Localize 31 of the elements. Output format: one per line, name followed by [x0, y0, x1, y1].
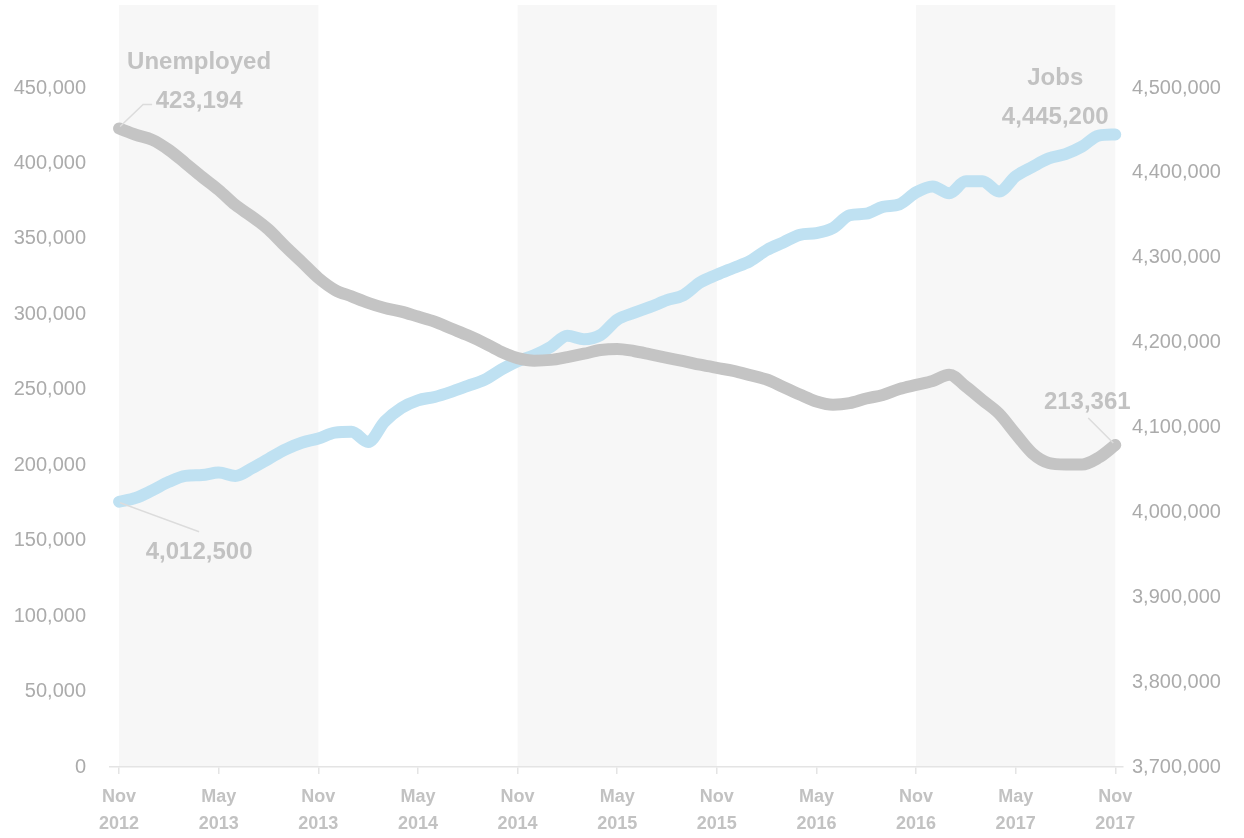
y2-tick-label: 4,300,000 [1132, 245, 1221, 268]
y-tick-label: 450,000 [13, 75, 86, 98]
y-tick-label: 250,000 [13, 377, 86, 400]
x-tick-label: May 2013 [198, 786, 239, 834]
y-tick-label: 300,000 [13, 301, 86, 324]
y2-tick-label: 4,500,000 [1132, 75, 1221, 98]
x-tick-label: Nov 2015 [696, 786, 737, 834]
y2-tick-label: 4,200,000 [1132, 330, 1221, 353]
y2-tick-label: 3,800,000 [1132, 669, 1221, 692]
y2-tick-label: 3,900,000 [1132, 584, 1221, 607]
y-tick-label: 0 [74, 754, 86, 777]
x-tick-label: May 2016 [796, 786, 837, 834]
x-tick-label: Nov 2016 [896, 786, 937, 834]
y-tick-label: 400,000 [13, 150, 86, 173]
y2-tick-label: 4,400,000 [1132, 160, 1221, 183]
x-tick-label: Nov 2012 [99, 786, 140, 834]
y-tick-label: 350,000 [13, 226, 86, 249]
y2-tick-label: 4,100,000 [1132, 415, 1221, 438]
y-tick-label: 100,000 [13, 603, 86, 626]
x-tick-label: Nov 2013 [298, 786, 339, 834]
y2-tick-label: 3,700,000 [1132, 754, 1221, 777]
x-tick-label: Nov 2017 [1095, 786, 1136, 834]
x-tick-label: May 2014 [397, 786, 438, 834]
y-tick-label: 150,000 [13, 528, 86, 551]
y-tick-label: 50,000 [24, 679, 86, 702]
y2-tick-label: 4,000,000 [1132, 499, 1221, 522]
x-tick-label: May 2017 [995, 786, 1036, 834]
x-tick-label: Nov 2014 [497, 786, 538, 834]
data-label: 213,361 [1043, 386, 1131, 414]
x-tick-label: May 2015 [597, 786, 638, 834]
y-tick-label: 200,000 [13, 452, 86, 475]
